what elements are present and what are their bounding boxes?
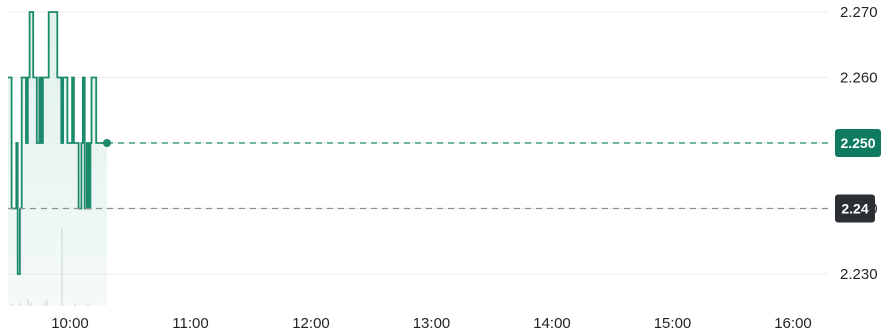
x-tick-label: 15:00: [654, 315, 692, 332]
last-price-badge: [835, 129, 881, 157]
x-tick-label: 11:00: [172, 315, 208, 332]
x-tick-label: 13:00: [413, 315, 451, 332]
x-tick-label: 12:00: [292, 315, 330, 332]
price-line: [8, 11, 107, 275]
reference-price-badge: [835, 194, 875, 223]
x-tick-label: 16:00: [774, 315, 812, 332]
last-price-dot: [103, 139, 111, 147]
price-badges: 2.250 2.24: [835, 129, 881, 223]
last-price-label: 2.250: [840, 135, 875, 151]
x-axis: 10:00 11:00 12:00 13:00 14:00 15:00 16:00: [51, 315, 812, 332]
x-tick-label: 10:00: [51, 315, 89, 332]
volume-bars: [11, 228, 89, 306]
y-tick-label: 2.230: [840, 266, 878, 283]
reference-lines: [8, 139, 828, 210]
price-line-path: [8, 11, 107, 275]
reference-price-label: 2.24: [841, 201, 868, 217]
x-tick-label: 14:00: [533, 315, 571, 332]
y-tick-label: 2.260: [840, 70, 878, 87]
price-area-fill: [8, 12, 107, 306]
price-area: [8, 12, 107, 306]
y-tick-label: 2.270: [840, 4, 878, 21]
